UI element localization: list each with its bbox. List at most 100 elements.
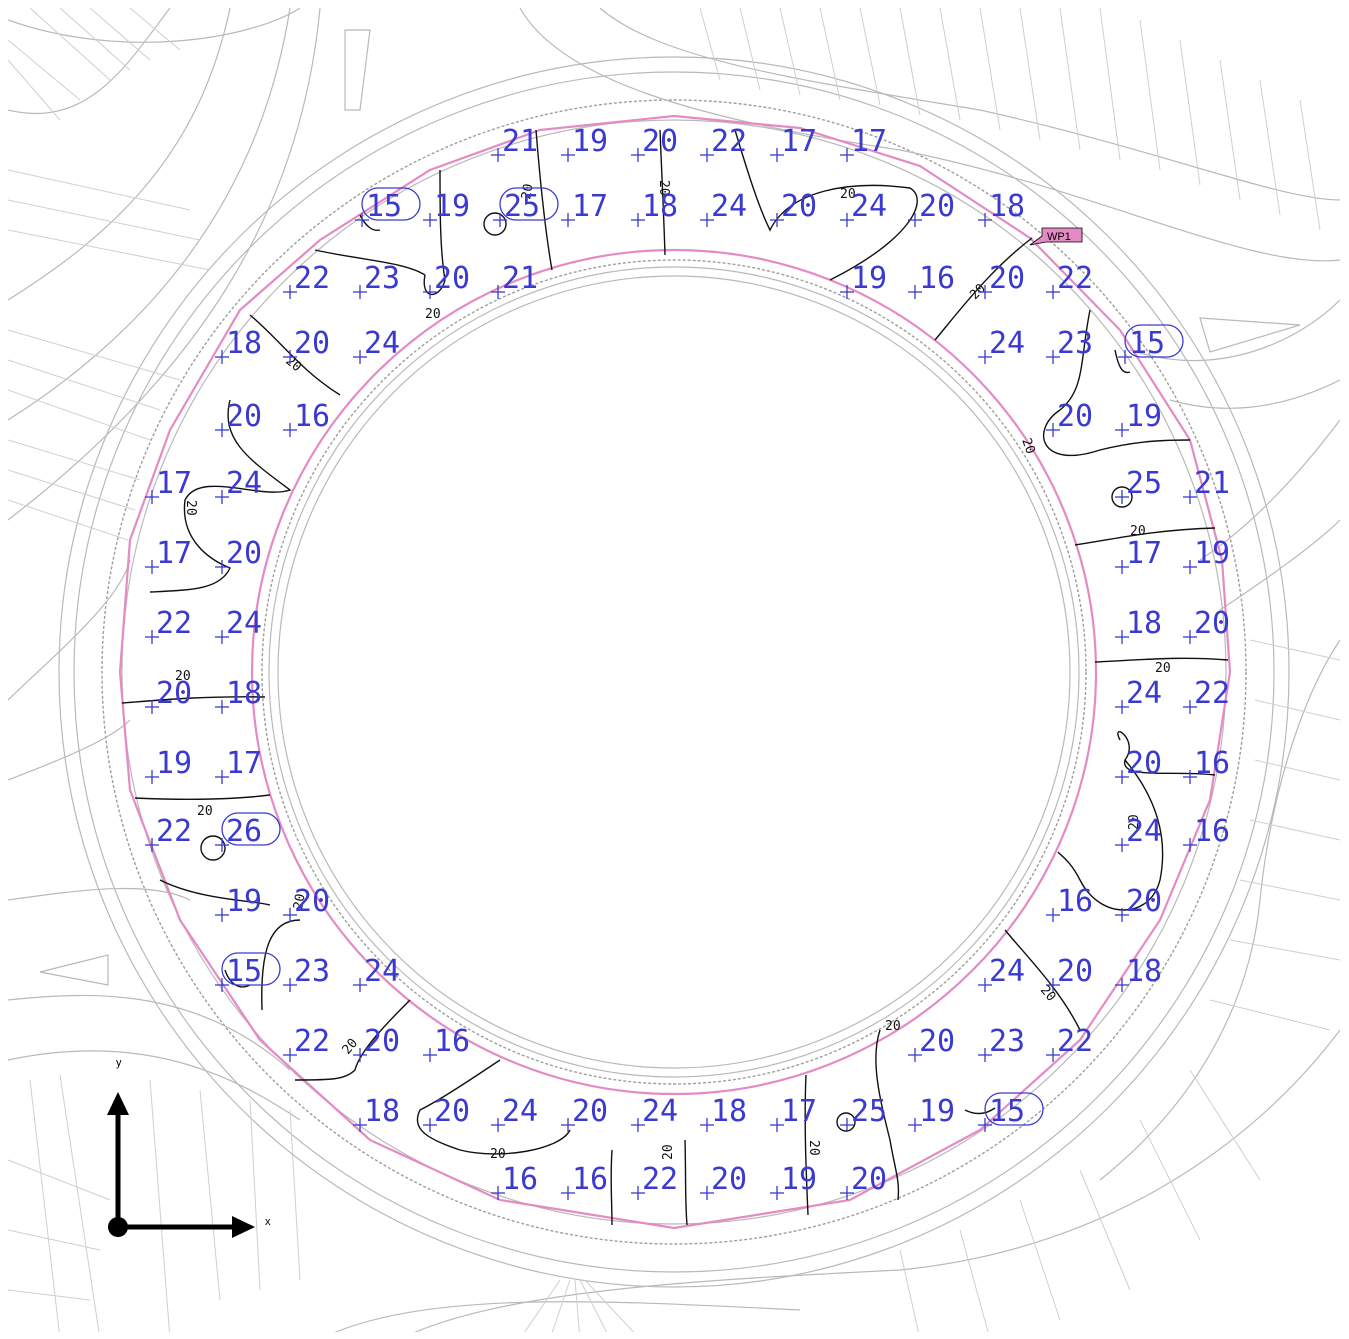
point-value: 18 [711, 1094, 747, 1129]
measurement-point: 15 [355, 187, 421, 227]
measurement-point: 24 [215, 466, 262, 504]
point-value: 20 [226, 399, 262, 434]
measurement-point: 19 [840, 261, 887, 299]
point-value: 18 [1126, 954, 1162, 989]
measurement-point: 18 [215, 326, 262, 364]
measurement-point: 16 [423, 1024, 470, 1062]
waypoint-marker[interactable]: WP1 [1029, 227, 1083, 246]
isoline-value-label: 20 [340, 1036, 362, 1058]
isoline-value-label: 20 [425, 307, 441, 322]
measurement-point: 16 [491, 1162, 538, 1200]
highlight-outline [221, 952, 281, 986]
point-value: 17 [851, 124, 887, 159]
point-value: 15 [226, 954, 262, 989]
point-value: 20 [294, 326, 330, 361]
measurement-point: 20 [908, 1024, 955, 1062]
point-value: 24 [364, 326, 400, 361]
point-value: 20 [364, 1024, 400, 1059]
point-value: 25 [504, 189, 540, 224]
measurement-point: 20 [1115, 746, 1162, 784]
point-value: 18 [226, 676, 262, 711]
measurement-point: 20 [215, 399, 262, 437]
measurement-point: 20 [283, 326, 330, 364]
measurement-point: 18 [215, 676, 262, 714]
point-value: 18 [1126, 606, 1162, 641]
measurement-point: 23 [353, 261, 400, 299]
measurement-point: 24 [215, 606, 262, 644]
point-value: 16 [919, 261, 955, 296]
point-value: 16 [1057, 884, 1093, 919]
measurement-point: 24 [353, 954, 400, 992]
isoline-value-label: 20 [490, 1147, 506, 1162]
point-value: 20 [434, 261, 470, 296]
measurement-point: 24 [1115, 814, 1162, 852]
measurement-point: 24 [491, 1094, 538, 1132]
measurement-point: 15 [215, 952, 281, 992]
point-value: 24 [226, 606, 262, 641]
measurement-point: 17 [1115, 536, 1162, 574]
measurement-point: 16 [1046, 884, 1093, 922]
measurement-point: 23 [978, 1024, 1025, 1062]
measurement-point: 19 [908, 1094, 955, 1132]
measurement-point: 22 [1046, 261, 1093, 299]
measurement-point: 22 [145, 814, 192, 852]
point-value: 24 [226, 466, 262, 501]
point-value: 22 [156, 606, 192, 641]
measurement-point: 19 [423, 189, 470, 227]
point-value: 24 [1126, 676, 1162, 711]
point-value: 18 [642, 189, 678, 224]
point-value: 17 [1126, 536, 1162, 571]
highlight-outline [361, 187, 421, 221]
point-value: 21 [1194, 466, 1230, 501]
y-axis-arrow-icon [107, 1092, 129, 1115]
point-value: 20 [1057, 954, 1093, 989]
point-value: 24 [502, 1094, 538, 1129]
measurement-point: 16 [1183, 814, 1230, 852]
measurement-point: 22 [283, 1024, 330, 1062]
measurement-point: 20 [1115, 884, 1162, 922]
measurement-point: 19 [1115, 399, 1162, 437]
measurement-point: 22 [1183, 676, 1230, 714]
highlight-outline [1124, 324, 1184, 358]
measurement-point: 16 [561, 1162, 608, 1200]
point-value: 20 [156, 676, 192, 711]
point-value: 20 [1194, 606, 1230, 641]
isolines [121, 129, 1229, 1226]
point-value: 20 [851, 1162, 887, 1197]
point-value: 17 [781, 124, 817, 159]
point-value: 20 [294, 884, 330, 919]
measurement-point: 24 [631, 1094, 678, 1132]
point-value: 24 [711, 189, 747, 224]
measurement-point: 24 [353, 326, 400, 364]
isoline-value-label: 20 [840, 187, 856, 202]
point-value: 22 [1057, 261, 1093, 296]
measurement-point: 21 [491, 261, 538, 299]
measurement-point: 18 [978, 189, 1025, 227]
point-value: 20 [572, 1094, 608, 1129]
point-value: 17 [226, 746, 262, 781]
point-value: 19 [1126, 399, 1162, 434]
point-value: 24 [364, 954, 400, 989]
measurement-point: 20 [561, 1094, 608, 1132]
measurement-point: 20 [908, 189, 955, 227]
isoline-value-label: 20 [1018, 436, 1037, 456]
measurement-point: 17 [770, 1094, 817, 1132]
measurement-point: 24 [978, 954, 1025, 992]
isoline-value-label: 20 [656, 180, 671, 196]
isoline-value-label: 20 [806, 1140, 821, 1156]
point-value: 24 [642, 1094, 678, 1129]
waypoint-label: WP1 [1047, 231, 1071, 243]
point-value: 23 [294, 954, 330, 989]
x-axis-label: x [265, 1216, 271, 1228]
point-value: 19 [851, 261, 887, 296]
point-value: 22 [156, 814, 192, 849]
point-value: 15 [1129, 326, 1165, 361]
survey-boundary [118, 114, 1232, 1230]
measurement-point: 20 [840, 1162, 887, 1200]
point-value: 22 [642, 1162, 678, 1197]
point-value: 24 [1126, 814, 1162, 849]
point-value: 25 [851, 1094, 887, 1129]
measurement-point: 23 [283, 954, 330, 992]
measurement-point: 20 [283, 884, 330, 922]
